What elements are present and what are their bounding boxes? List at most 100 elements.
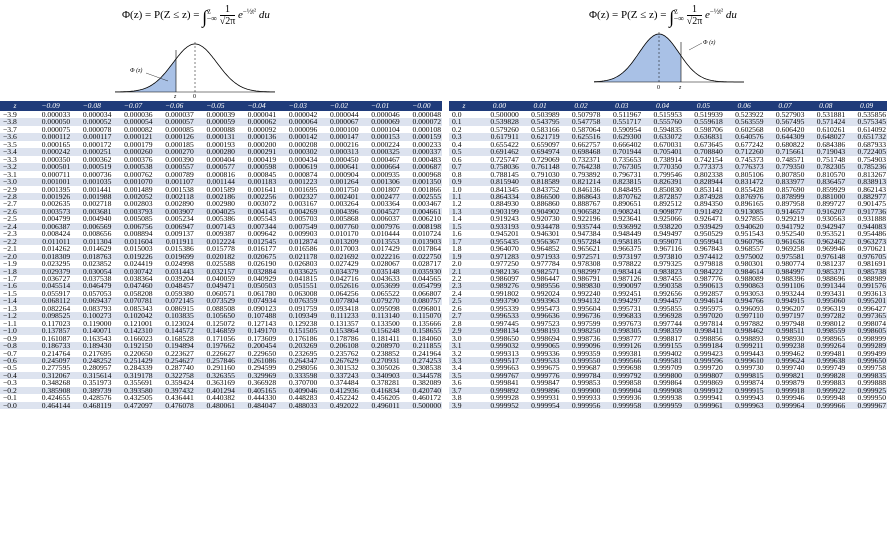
probability-cell: 0.999675 <box>531 363 560 373</box>
probability-cell: 0.013553 <box>359 237 401 245</box>
probability-cell: 0.001988 <box>71 192 113 201</box>
probability-cell: 0.378281 <box>371 378 400 388</box>
left-formula: Φ(z) = P(Z ≤ z) = ∫z−∞ 1 √2π e−½t² du <box>122 4 270 28</box>
z-value-cell: −1.0 <box>0 327 30 335</box>
probability-cell: 0.000291 <box>235 148 278 156</box>
z-value-cell: −2.3 <box>3 229 17 239</box>
formula-du: du <box>725 9 737 22</box>
probability-cell: 0.006756 <box>112 222 154 230</box>
probability-cell: 0.355691 <box>124 378 153 388</box>
probability-cell: 0.899727 <box>816 199 846 209</box>
z-value-cell: −1.3 <box>3 303 17 313</box>
table-row: −1.2 0.098525 0.100273 0.102042 0.103835 0.10… <box>0 312 442 320</box>
probability-cell: 0.241964 <box>412 348 441 358</box>
z-value-cell: −0.0 <box>0 401 30 409</box>
probability-cell: 0.993613 <box>857 288 886 298</box>
probability-cell: 0.951543 <box>735 229 764 239</box>
probability-cell: 0.129238 <box>288 318 318 328</box>
z-value-cell: 0.1 <box>449 118 479 126</box>
probability-cell: 0.998856 <box>694 333 723 343</box>
probability-cell: 0.077804 <box>318 297 360 305</box>
probability-cell: 0.998817 <box>653 333 682 343</box>
probability-cell: 0.298056 <box>288 363 318 373</box>
probability-cell: 0.999967 <box>846 401 887 409</box>
probability-cell: 0.994766 <box>723 297 765 305</box>
table-row: 0.4 0.655422 0.659097 0.662757 0.666402 0.670… <box>449 139 887 149</box>
probability-cell: 0.761148 <box>519 163 561 171</box>
probability-cell: 0.142310 <box>112 327 154 335</box>
probability-cell: 0.000362 <box>82 154 112 164</box>
probability-cell: 0.014629 <box>82 244 112 254</box>
table-row: −1.3 0.082264 0.083793 0.085343 0.086915 0.08… <box>0 303 442 313</box>
probability-cell: 0.000036 <box>124 110 153 119</box>
probability-cell: 0.859929 <box>816 184 846 194</box>
probability-cell: 0.999698 <box>612 363 642 373</box>
probability-cell: 0.166023 <box>124 333 153 343</box>
probability-cell: 0.000789 <box>165 169 194 179</box>
probability-cell: 0.938220 <box>642 222 683 230</box>
probability-cell: 0.997744 <box>653 318 682 328</box>
probability-cell: 0.005234 <box>165 214 194 224</box>
probability-cell: 0.981691 <box>857 259 886 269</box>
probability-cell: 0.151505 <box>277 327 319 335</box>
left-curve-label: Φ (z) <box>130 67 142 74</box>
z-value-cell: 3.6 <box>452 378 462 388</box>
probability-cell: 0.999776 <box>519 371 561 379</box>
z-value-cell: 3.1 <box>449 342 479 350</box>
z-value-cell: 0.4 <box>452 139 462 149</box>
integral-sign: ∫ <box>202 7 208 28</box>
table-row: −1.6 0.045514 0.046479 0.047460 0.048457 0.04… <box>0 282 442 290</box>
probability-cell: 0.997197 <box>764 312 806 320</box>
probability-cell: 0.428576 <box>82 393 112 403</box>
probability-cell: 0.982136 <box>479 267 520 275</box>
probability-cell: 0.001183 <box>235 178 278 186</box>
probability-cell: 0.018309 <box>30 252 72 260</box>
probability-cell: 0.095098 <box>371 303 400 313</box>
z-value-cell: 3.0 <box>452 333 462 343</box>
probability-cell: 0.000687 <box>400 163 442 171</box>
probability-cell: 0.950529 <box>694 229 723 239</box>
probability-cell: 0.037538 <box>82 273 112 283</box>
probability-cell: 0.684386 <box>816 139 846 149</box>
probability-cell: 0.197662 <box>194 342 236 350</box>
probability-cell: 0.098525 <box>30 312 72 320</box>
probability-cell: 0.913085 <box>723 207 765 215</box>
probability-cell: 0.999938 <box>653 393 682 403</box>
probability-cell: 0.906582 <box>560 207 602 215</box>
probability-cell: 0.758036 <box>479 163 520 171</box>
probability-cell: 0.999313 <box>490 348 519 358</box>
probability-cell: 0.115070 <box>400 312 442 320</box>
probability-cell: 0.987455 <box>653 273 682 283</box>
probability-cell: 0.959071 <box>642 237 683 245</box>
probability-cell: 0.748571 <box>775 154 805 164</box>
probability-cell: 0.751748 <box>816 154 846 164</box>
formula-fraction: 1 √2π <box>219 4 236 27</box>
probability-cell: 0.326355 <box>194 371 236 379</box>
probability-cell: 0.960796 <box>723 237 765 245</box>
probability-cell: 0.040059 <box>206 273 235 283</box>
probability-cell: 0.922196 <box>571 214 601 224</box>
probability-cell: 0.405165 <box>235 386 278 394</box>
z-value-cell: −0.3 <box>3 378 17 388</box>
integral-upper: z <box>207 6 211 16</box>
probability-cell: 0.995975 <box>694 303 723 313</box>
column-header: −0.08 <box>71 101 113 111</box>
column-header: 0.08 <box>805 101 847 111</box>
z-value-cell: −3.3 <box>3 154 17 164</box>
probability-cell: 0.999933 <box>571 393 601 403</box>
probability-cell: 0.999443 <box>735 348 764 358</box>
probability-cell: 0.017429 <box>371 244 400 254</box>
probability-cell: 0.181411 <box>371 333 400 343</box>
probability-cell: 0.995855 <box>653 303 682 313</box>
probability-cell: 0.319178 <box>112 371 154 379</box>
z-value-cell: 2.8 <box>452 318 462 328</box>
z-value-cell: 0.0 <box>452 110 462 119</box>
z-value-cell: −0.8 <box>0 342 30 350</box>
probability-cell: 0.908241 <box>601 207 643 215</box>
probability-cell: 0.802338 <box>694 169 723 179</box>
probability-cell: 0.999959 <box>642 401 683 409</box>
probability-cell: 0.264347 <box>277 356 319 364</box>
probability-cell: 0.999289 <box>846 342 887 350</box>
probability-cell: 0.975581 <box>764 252 806 260</box>
probability-cell: 0.997948 <box>775 318 805 328</box>
